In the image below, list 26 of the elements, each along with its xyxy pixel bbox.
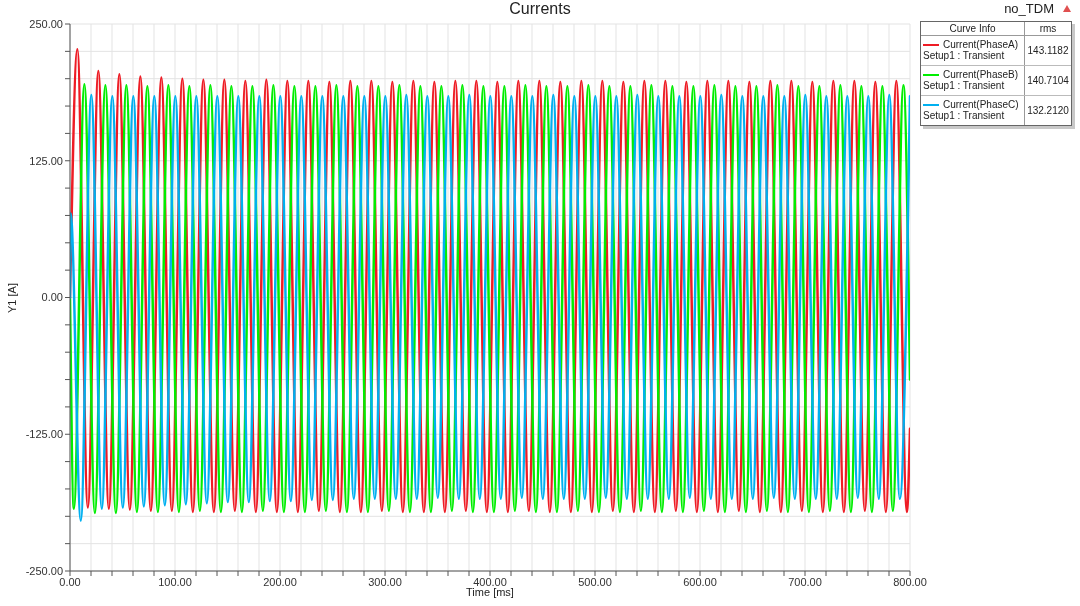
x-tick-label: 0.00 [59,575,81,588]
chart-title: Currents [509,0,571,17]
y-tick-label: -250.00 [25,564,63,577]
x-tick-label: 400.00 [473,575,507,588]
x-tick-label: 600.00 [683,575,717,588]
legend-title: Curve Info [949,23,996,34]
y-tick-label: -125.00 [25,428,63,441]
y-tick-label: 125.00 [29,154,63,167]
x-tick-label: 700.00 [788,575,822,588]
y-axis-title: Y1 [A] [6,282,18,313]
x-axis-title: Time [ms] [466,586,514,598]
text: 140.7104 [1027,75,1069,86]
x-tick-label: 200.00 [263,575,297,588]
x-tick-label: 300.00 [368,575,402,588]
legend-label: Current(PhaseC) Setup1 : Transient [923,99,1019,121]
y-tick-label: 250.00 [29,17,63,30]
x-tick-label: 100.00 [158,575,192,588]
y-tick-label: 0.00 [41,291,63,304]
legend-label: Current(PhaseB) Setup1 : Transient [923,69,1019,91]
legend-label: Current(PhaseA) Setup1 : Transient [923,39,1019,61]
text: 143.1182 [1027,45,1069,56]
text: 132.2120 [1027,105,1069,116]
x-tick-label: 500.00 [578,575,612,588]
text: rms [1039,23,1057,34]
text: no_TDM [1004,1,1054,16]
x-tick-label: 800.00 [893,575,927,588]
